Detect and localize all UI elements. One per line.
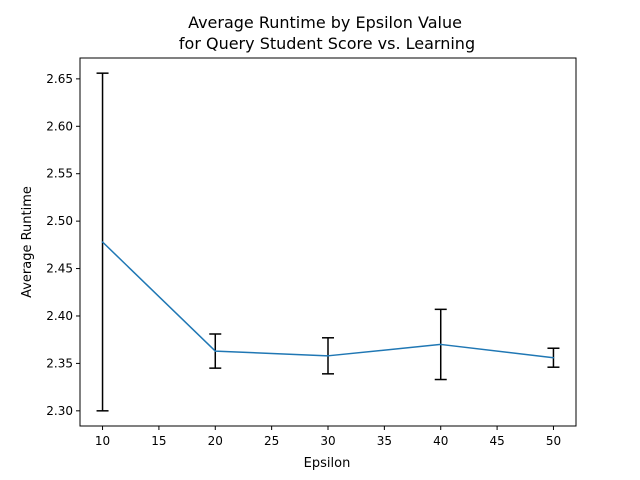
data-point xyxy=(439,343,442,346)
x-tick-label: 10 xyxy=(95,434,110,448)
x-tick-label: 25 xyxy=(264,434,279,448)
data-point xyxy=(552,356,555,359)
x-tick-label: 35 xyxy=(377,434,392,448)
x-tick-label: 50 xyxy=(546,434,561,448)
x-tick-label: 15 xyxy=(151,434,166,448)
chart-title-line-1: Average Runtime by Epsilon Value xyxy=(188,13,462,32)
y-tick-label: 2.40 xyxy=(46,309,73,323)
y-tick-label: 2.30 xyxy=(46,404,73,418)
x-tick-label: 40 xyxy=(433,434,448,448)
x-axis-label: Epsilon xyxy=(304,456,351,471)
plot-area xyxy=(96,72,560,412)
x-tick-label: 30 xyxy=(320,434,335,448)
y-tick-label: 2.35 xyxy=(46,356,73,370)
y-tick-label: 2.45 xyxy=(46,262,73,276)
x-tick-label: 20 xyxy=(208,434,223,448)
y-axis-label: Average Runtime xyxy=(20,186,35,298)
data-point xyxy=(101,241,104,243)
chart-title-line-2: for Query Student Score vs. Learning xyxy=(179,34,475,53)
y-tick-label: 2.50 xyxy=(46,214,73,228)
data-point xyxy=(327,355,329,357)
y-tick-label: 2.60 xyxy=(46,119,73,133)
data-point xyxy=(214,350,217,352)
y-tick-label: 2.65 xyxy=(46,72,73,86)
x-tick-label: 45 xyxy=(489,434,504,448)
y-tick-label: 2.55 xyxy=(46,167,73,181)
